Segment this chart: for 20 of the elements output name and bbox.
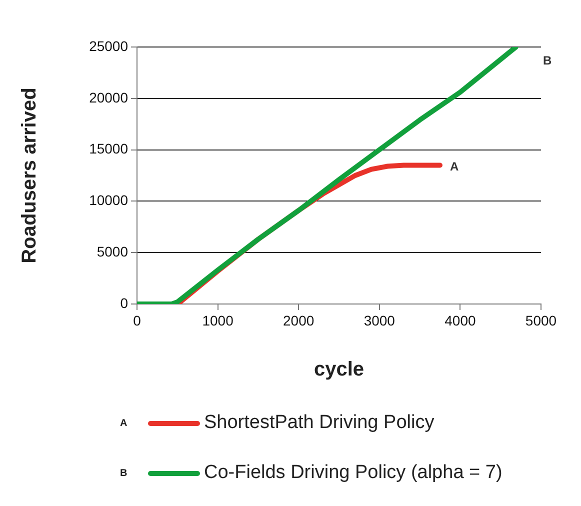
y-tick-label: 25000 bbox=[89, 38, 128, 54]
legend-label: ShortestPath Driving Policy bbox=[204, 412, 434, 434]
x-tick-label: 2000 bbox=[283, 312, 314, 328]
text: B bbox=[120, 468, 128, 478]
x-tick-label: 3000 bbox=[364, 312, 396, 328]
y-axis-title: Roadusers arrived bbox=[18, 88, 41, 264]
x-axis-title: cycle bbox=[314, 358, 364, 381]
x-tick-label: 0 bbox=[133, 312, 142, 328]
y-tick-label: 15000 bbox=[89, 140, 128, 157]
text: A bbox=[120, 418, 128, 428]
y-tick-label: 0 bbox=[120, 294, 128, 311]
x-tick-label: 1000 bbox=[202, 312, 234, 328]
x-tick-label: 5000 bbox=[525, 312, 557, 328]
annotation: B bbox=[542, 53, 552, 68]
x-tick-label: 4000 bbox=[444, 312, 476, 328]
legend-label: Co-Fields Driving Policy (alpha = 7) bbox=[204, 462, 502, 484]
annotation: A bbox=[450, 160, 459, 174]
y-tick-label: 5000 bbox=[96, 243, 128, 260]
y-tick-label: 10000 bbox=[89, 192, 128, 208]
y-tick-label: 20000 bbox=[89, 89, 128, 106]
